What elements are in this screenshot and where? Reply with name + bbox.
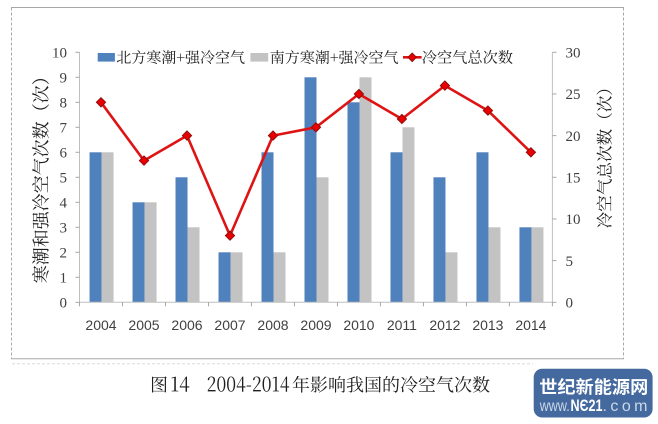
svg-text:3: 3 [60,221,68,237]
svg-text:10: 10 [566,212,581,228]
svg-text:30: 30 [566,46,581,62]
svg-text:2010: 2010 [343,317,374,333]
svg-text:5: 5 [566,254,574,270]
svg-text:5: 5 [60,171,68,187]
svg-text:.com: .com [603,398,648,415]
svg-text:0: 0 [60,296,68,312]
svg-text:10: 10 [52,46,67,62]
svg-text:7: 7 [60,121,68,137]
svg-text:25: 25 [566,87,581,103]
svg-text:2006: 2006 [171,317,202,333]
svg-text:2005: 2005 [128,317,159,333]
svg-text:2009: 2009 [300,317,331,333]
svg-text:2008: 2008 [257,317,288,333]
svg-text:6: 6 [60,146,68,162]
svg-text:15: 15 [566,171,581,187]
svg-text:www.: www. [539,398,570,415]
svg-text:2014: 2014 [515,317,546,333]
svg-text:NЄ21: NЄ21 [571,397,603,415]
svg-text:2012: 2012 [429,317,460,333]
svg-text:1: 1 [60,271,68,287]
svg-text:8: 8 [60,96,68,112]
svg-text:20: 20 [566,129,581,145]
svg-text:4: 4 [60,196,68,212]
svg-text:2011: 2011 [387,317,417,333]
svg-text:9: 9 [60,71,68,87]
svg-text:2013: 2013 [472,317,503,333]
svg-text:2004: 2004 [85,317,116,333]
svg-text:2: 2 [60,246,68,262]
svg-text:0: 0 [566,296,574,312]
svg-text:2007: 2007 [214,317,245,333]
